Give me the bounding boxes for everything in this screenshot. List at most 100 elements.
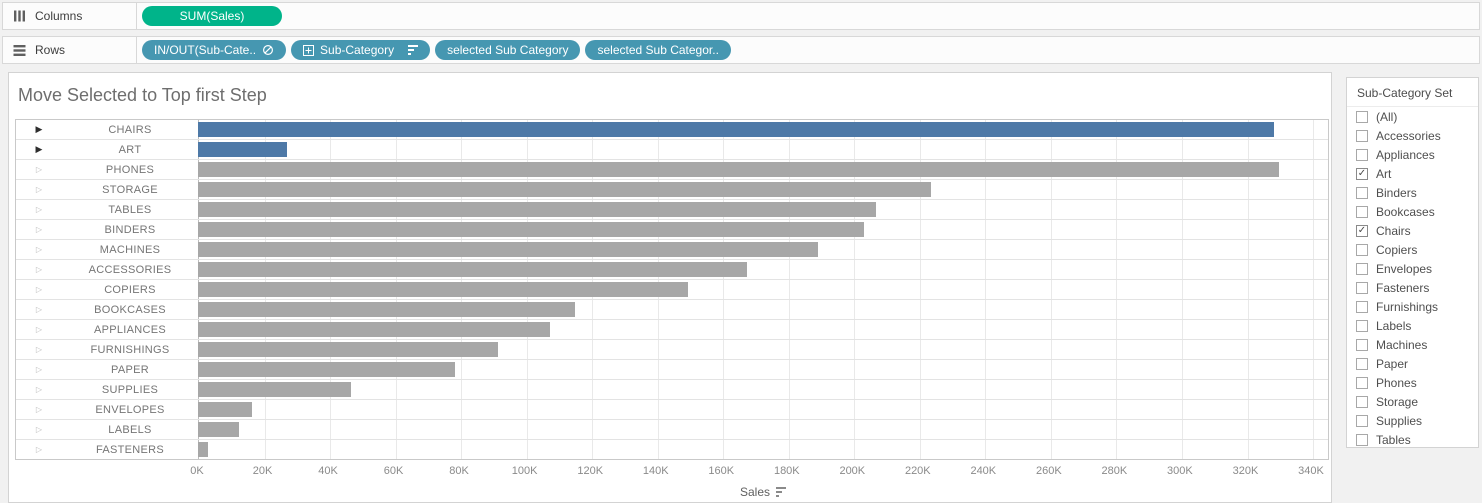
checkbox-fasteners[interactable] (1356, 281, 1368, 294)
checkbox-accessories[interactable] (1356, 129, 1368, 142)
row-header-label[interactable]: SUPPLIES (101, 383, 159, 396)
row-expand-icon[interactable]: ▷ (35, 264, 43, 274)
checkbox-bookcases[interactable] (1356, 205, 1368, 218)
row-expand-icon[interactable]: ▷ (35, 404, 43, 414)
row-header-label[interactable]: COPIERS (104, 283, 156, 296)
checkbox-copiers[interactable] (1356, 243, 1368, 256)
row-header-label[interactable]: PAPER (111, 363, 149, 376)
set-item-label[interactable]: Tables (1376, 432, 1411, 447)
checkbox-chairs[interactable]: ✓ (1356, 224, 1368, 237)
bar-mark-appliances[interactable] (198, 322, 551, 337)
set-item-label[interactable]: (All) (1376, 109, 1398, 124)
row-header-label[interactable]: ACCESSORIES (88, 263, 172, 276)
checkbox-tables[interactable] (1356, 433, 1368, 446)
checkbox-appliances[interactable] (1356, 148, 1368, 161)
row-expand-icon[interactable]: ▷ (35, 445, 43, 454)
set-item-machines[interactable]: Machines (1347, 335, 1478, 354)
row-header-label[interactable]: PHONES (105, 163, 155, 176)
set-item-label[interactable]: Copiers (1376, 242, 1418, 257)
set-item-binders[interactable]: Binders (1347, 183, 1478, 202)
rows-shelf[interactable]: Rows IN/OUT(Sub-Cate.. Sub-Category select… (2, 36, 1480, 64)
pill-in-out-sub-cate[interactable]: IN/OUT(Sub-Cate.. (142, 40, 287, 60)
set-item-label[interactable]: Appliances (1376, 147, 1435, 162)
checkbox-machines[interactable] (1356, 338, 1368, 351)
row-expand-icon[interactable]: ▷ (35, 184, 43, 194)
bar-mark-labels[interactable] (198, 422, 239, 437)
row-header-label[interactable]: ART (118, 143, 142, 156)
set-item-all[interactable]: (All) (1347, 107, 1478, 126)
bar-mark-chairs[interactable] (198, 122, 1274, 137)
pill-selected-sub-category[interactable]: selected Sub Category (435, 40, 581, 60)
row-header-label[interactable]: CHAIRS (108, 123, 152, 136)
checkbox-envelopes[interactable] (1356, 262, 1368, 275)
set-item-appliances[interactable]: Appliances (1347, 145, 1478, 164)
row-header-label[interactable]: APPLIANCES (93, 323, 167, 336)
pill-selected-sub-categor[interactable]: selected Sub Categor.. (585, 40, 731, 60)
bar-mark-tables[interactable] (198, 202, 877, 217)
set-item-label[interactable]: Accessories (1376, 128, 1441, 143)
row-expand-icon[interactable]: ▶ (35, 144, 43, 154)
checkbox-binders[interactable] (1356, 186, 1368, 199)
set-item-label[interactable]: Envelopes (1376, 261, 1433, 276)
set-item-label[interactable]: Chairs (1376, 223, 1411, 238)
bar-mark-copiers[interactable] (198, 282, 688, 297)
row-expand-icon[interactable]: ▷ (35, 324, 43, 334)
set-item-label[interactable]: Furnishings (1376, 299, 1439, 314)
row-header-label[interactable]: LABELS (108, 423, 152, 436)
row-header-label[interactable]: STORAGE (102, 183, 158, 196)
set-item-storage[interactable]: Storage (1347, 392, 1478, 411)
row-expand-icon[interactable]: ▷ (35, 424, 43, 434)
row-expand-icon[interactable]: ▷ (35, 164, 43, 174)
row-expand-icon[interactable]: ▷ (35, 344, 43, 354)
row-header-label[interactable]: BOOKCASES (94, 303, 166, 316)
set-item-tables[interactable]: Tables (1347, 430, 1478, 447)
set-item-label[interactable]: Storage (1376, 394, 1419, 409)
row-expand-icon[interactable]: ▷ (35, 304, 43, 314)
row-header-label[interactable]: BINDERS (104, 223, 156, 236)
row-header-label[interactable]: ENVELOPES (95, 403, 165, 416)
bar-mark-art[interactable] (198, 142, 287, 157)
row-expand-icon[interactable]: ▷ (35, 204, 43, 214)
checkbox-art[interactable]: ✓ (1356, 167, 1368, 180)
bar-mark-machines[interactable] (198, 242, 818, 257)
row-expand-icon[interactable]: ▷ (35, 384, 43, 394)
row-header-label[interactable]: TABLES (108, 203, 152, 216)
set-item-chairs[interactable]: ✓ Chairs (1347, 221, 1478, 240)
bar-mark-furnishings[interactable] (198, 342, 499, 357)
checkbox-supplies[interactable] (1356, 414, 1368, 427)
columns-shelf[interactable]: Columns SUM(Sales) (2, 2, 1480, 30)
set-item-supplies[interactable]: Supplies (1347, 411, 1478, 430)
row-header-label[interactable]: FASTENERS (95, 444, 165, 456)
set-item-furnishings[interactable]: Furnishings (1347, 297, 1478, 316)
set-item-label[interactable]: Phones (1376, 375, 1417, 390)
set-item-label[interactable]: Supplies (1376, 413, 1423, 428)
bar-mark-phones[interactable] (198, 162, 1280, 177)
row-expand-icon[interactable]: ▷ (35, 244, 43, 254)
row-header-label[interactable]: MACHINES (99, 243, 161, 256)
set-item-label[interactable]: Fasteners (1376, 280, 1430, 295)
set-item-accessories[interactable]: Accessories (1347, 126, 1478, 145)
row-expand-icon[interactable]: ▷ (35, 364, 43, 374)
set-item-label[interactable]: Labels (1376, 318, 1412, 333)
bar-mark-paper[interactable] (198, 362, 456, 377)
set-item-copiers[interactable]: Copiers (1347, 240, 1478, 259)
set-item-label[interactable]: Binders (1376, 185, 1417, 200)
sort-desc-icon[interactable] (408, 45, 419, 55)
bar-mark-envelopes[interactable] (198, 402, 253, 417)
set-item-label[interactable]: Machines (1376, 337, 1428, 352)
row-expand-icon[interactable]: ▶ (35, 124, 43, 134)
row-expand-icon[interactable]: ▷ (35, 224, 43, 234)
bar-mark-supplies[interactable] (198, 382, 351, 397)
sort-desc-icon[interactable] (776, 487, 787, 497)
set-item-art[interactable]: ✓ Art (1347, 164, 1478, 183)
set-item-phones[interactable]: Phones (1347, 373, 1478, 392)
bar-mark-fasteners[interactable] (198, 442, 208, 457)
checkbox-storage[interactable] (1356, 395, 1368, 408)
set-item-label[interactable]: Art (1376, 166, 1392, 181)
set-item-fasteners[interactable]: Fasteners (1347, 278, 1478, 297)
checkbox-furnishings[interactable] (1356, 300, 1368, 313)
bar-mark-accessories[interactable] (198, 262, 747, 277)
set-item-label[interactable]: Bookcases (1376, 204, 1435, 219)
bar-mark-bookcases[interactable] (198, 302, 575, 317)
set-item-envelopes[interactable]: Envelopes (1347, 259, 1478, 278)
